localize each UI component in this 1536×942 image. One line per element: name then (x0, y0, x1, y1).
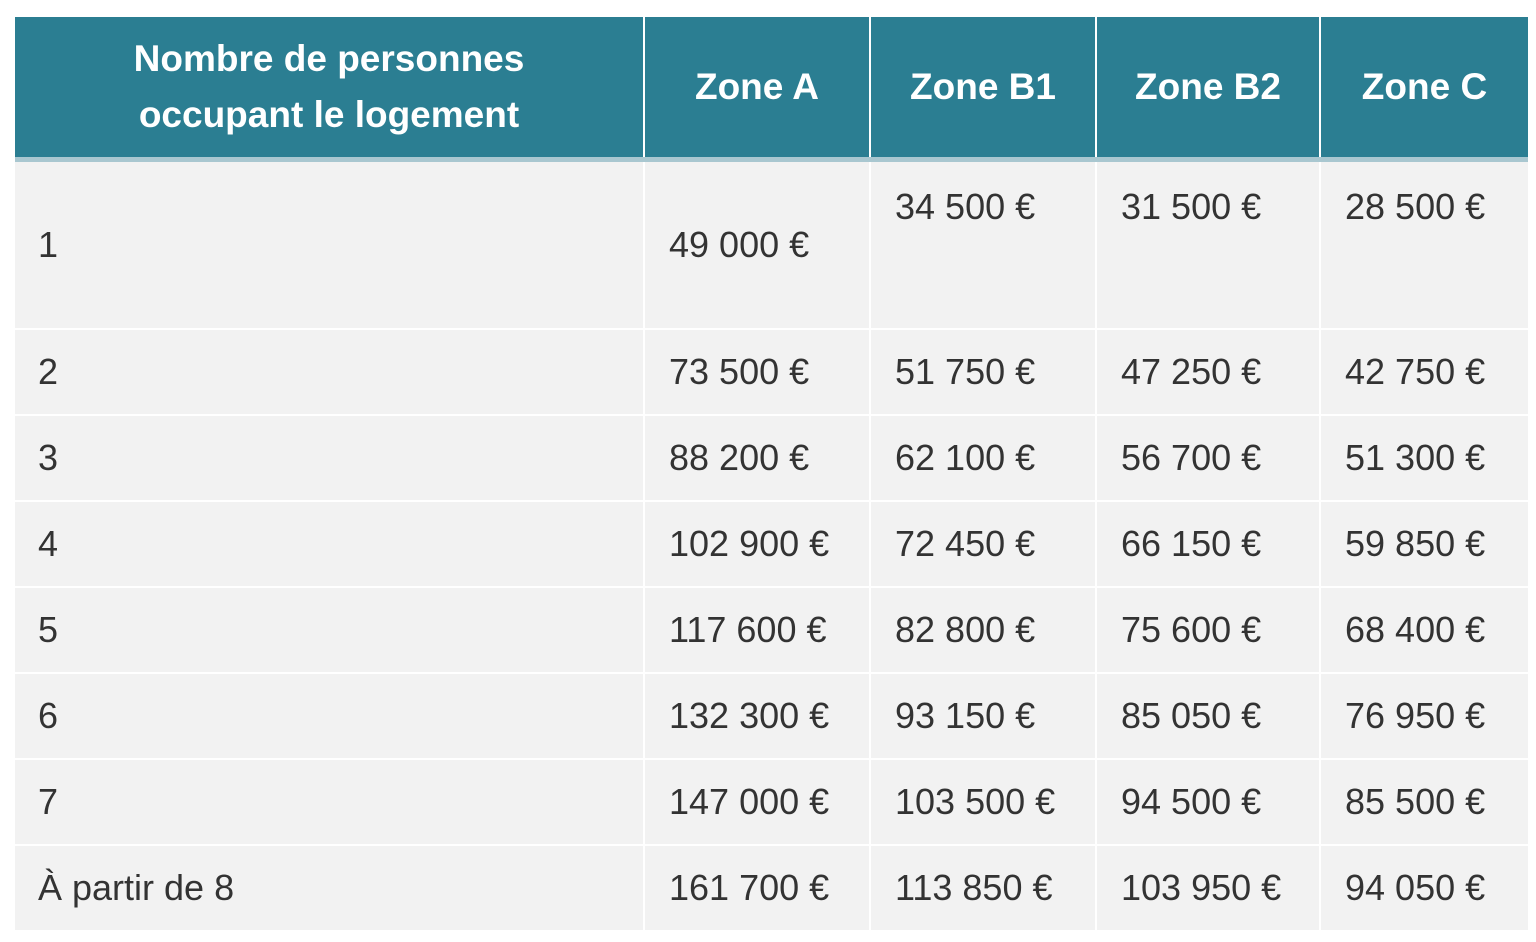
table-row: 3 88 200 €62 100 €56 700 €51 300 € (15, 414, 1528, 502)
cell-value: 56 700 € (1095, 414, 1321, 502)
cell-value: 85 050 € (1095, 672, 1321, 760)
table-container: Nombre de personnes occupant le logement… (15, 17, 1528, 932)
cell-value: 94 050 € (1319, 844, 1528, 932)
cell-value: 34 500 € (869, 158, 1097, 330)
cell-value: 117 600 € (643, 586, 871, 674)
row-label: 2 (15, 328, 645, 416)
cell-value: 132 300 € (643, 672, 871, 760)
income-table: Nombre de personnes occupant le logement… (15, 17, 1528, 932)
cell-value: 28 500 € (1319, 158, 1528, 330)
cell-value: 72 450 € (869, 500, 1097, 588)
cell-value: 82 800 € (869, 586, 1097, 674)
row-label: 7 (15, 758, 645, 846)
cell-value: 68 400 € (1319, 586, 1528, 674)
column-header: Zone C (1319, 17, 1528, 162)
table-row: 2 73 500 €51 750 €47 250 €42 750 € (15, 328, 1528, 416)
cell-value: 62 100 € (869, 414, 1097, 502)
cell-value: 94 500 € (1095, 758, 1321, 846)
row-label: 3 (15, 414, 645, 502)
column-header: Zone A (643, 17, 871, 162)
cell-value: 88 200 € (643, 414, 871, 502)
row-label: 6 (15, 672, 645, 760)
cell-value: 147 000 € (643, 758, 871, 846)
table-row: 7 147 000 €103 500 €94 500 €85 500 € (15, 758, 1528, 846)
cell-value: 51 750 € (869, 328, 1097, 416)
cell-value: 42 750 € (1319, 328, 1528, 416)
table-row: À partir de 8 161 700 €113 850 €103 950 €… (15, 844, 1528, 932)
cell-value: 75 600 € (1095, 586, 1321, 674)
cell-value: 47 250 € (1095, 328, 1321, 416)
header-row: Nombre de personnes occupant le logement… (15, 17, 1528, 162)
cell-value: 93 150 € (869, 672, 1097, 760)
cell-value: 76 950 € (1319, 672, 1528, 760)
cell-value: 66 150 € (1095, 500, 1321, 588)
row-label: 4 (15, 500, 645, 588)
cell-value: 31 500 € (1095, 158, 1321, 330)
cell-value: 113 850 € (869, 844, 1097, 932)
column-header: Nombre de personnes occupant le logement (15, 17, 645, 162)
cell-value: 51 300 € (1319, 414, 1528, 502)
row-label: À partir de 8 (15, 844, 645, 932)
row-label: 1 (15, 158, 645, 330)
table-row: 5 117 600 €82 800 €75 600 €68 400 € (15, 586, 1528, 674)
cell-value: 103 500 € (869, 758, 1097, 846)
cell-value: 73 500 € (643, 328, 871, 416)
column-header: Zone B1 (869, 17, 1097, 162)
table-body: 1 49 000 €34 500 €31 500 €28 500 €2 73 500… (15, 158, 1528, 932)
cell-value: 49 000 € (643, 158, 871, 330)
cell-value: 102 900 € (643, 500, 871, 588)
column-header: Zone B2 (1095, 17, 1321, 162)
cell-value: 161 700 € (643, 844, 871, 932)
cell-value: 85 500 € (1319, 758, 1528, 846)
cell-value: 59 850 € (1319, 500, 1528, 588)
table-row: 4 102 900 €72 450 €66 150 €59 850 € (15, 500, 1528, 588)
table-row: 1 49 000 €34 500 €31 500 €28 500 € (15, 158, 1528, 330)
cell-value: 103 950 € (1095, 844, 1321, 932)
row-label: 5 (15, 586, 645, 674)
table-row: 6 132 300 €93 150 €85 050 €76 950 € (15, 672, 1528, 760)
